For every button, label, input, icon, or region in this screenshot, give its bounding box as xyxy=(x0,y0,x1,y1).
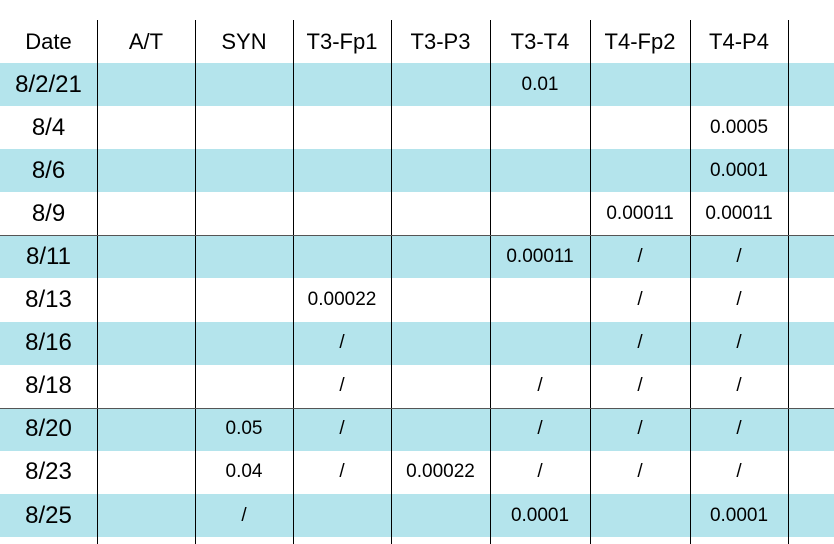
value-cell: / xyxy=(339,332,345,354)
value-cell: / xyxy=(637,418,643,440)
value-cell: / xyxy=(537,418,543,440)
value-cell: / xyxy=(537,375,543,397)
value-cell: 0.0001 xyxy=(709,504,769,526)
date-cell: 8/2/21 xyxy=(15,70,82,98)
value-cell: / xyxy=(736,245,742,267)
value-cell: 0.04 xyxy=(225,461,263,483)
row-shade xyxy=(0,149,834,193)
column-border xyxy=(788,20,789,544)
value-cell: 0.00022 xyxy=(406,461,475,483)
value-cell: / xyxy=(637,461,643,483)
value-cell: 0.0005 xyxy=(709,116,769,138)
date-cell: 8/4 xyxy=(31,113,66,141)
header-cell: A/T xyxy=(128,28,164,54)
value-cell: 0.00011 xyxy=(705,202,773,224)
value-cell: / xyxy=(736,418,742,440)
value-cell: / xyxy=(736,375,742,397)
value-cell: 0.00022 xyxy=(307,289,377,311)
value-cell: / xyxy=(637,332,643,354)
row-shade xyxy=(0,407,834,451)
row-shade xyxy=(0,321,834,365)
date-cell: 8/18 xyxy=(25,372,72,400)
value-cell: / xyxy=(339,418,345,440)
column-border xyxy=(391,20,392,544)
column-border xyxy=(293,20,294,544)
value-cell: 0.01 xyxy=(521,73,559,95)
column-border xyxy=(590,20,591,544)
column-border xyxy=(97,20,98,544)
column-border xyxy=(690,20,691,544)
value-cell: 0.0001 xyxy=(510,504,570,526)
value-cell: / xyxy=(736,289,742,311)
value-cell: / xyxy=(339,461,345,483)
date-cell: 8/11 xyxy=(26,242,71,270)
value-cell: / xyxy=(637,289,643,311)
date-cell: 8/6 xyxy=(31,156,66,184)
date-cell: 8/16 xyxy=(25,329,72,357)
row-shade xyxy=(0,494,834,538)
value-cell: 0.05 xyxy=(225,418,263,440)
value-cell: / xyxy=(339,375,345,397)
value-cell: 0.00011 xyxy=(506,245,574,267)
value-cell: / xyxy=(736,332,742,354)
value-cell: / xyxy=(241,504,247,526)
value-cell: / xyxy=(537,461,543,483)
value-cell: / xyxy=(637,245,643,267)
header-cell: SYN xyxy=(221,28,267,54)
date-cell: 8/9 xyxy=(31,199,66,227)
group-border xyxy=(0,235,834,237)
column-border xyxy=(490,20,491,544)
value-cell: 0.00011 xyxy=(606,202,674,224)
header-cell: T3-Fp1 xyxy=(306,28,378,54)
value-cell: / xyxy=(637,375,643,397)
header-cell: Date xyxy=(25,28,72,54)
group-border xyxy=(0,407,834,409)
date-cell: 8/25 xyxy=(25,501,72,529)
column-border xyxy=(195,20,196,544)
date-cell: 8/20 xyxy=(25,415,72,443)
header-cell: T3-T4 xyxy=(510,28,570,54)
value-cell: 0.0001 xyxy=(709,159,769,181)
row-shade xyxy=(0,235,834,279)
date-cell: 8/23 xyxy=(25,458,72,486)
value-cell: / xyxy=(736,461,742,483)
header-cell: T4-Fp2 xyxy=(604,28,676,54)
header-cell: T3-P3 xyxy=(410,28,471,54)
date-cell: 8/13 xyxy=(25,286,72,314)
header-cell: T4-P4 xyxy=(709,28,769,54)
row-shade xyxy=(0,63,834,107)
